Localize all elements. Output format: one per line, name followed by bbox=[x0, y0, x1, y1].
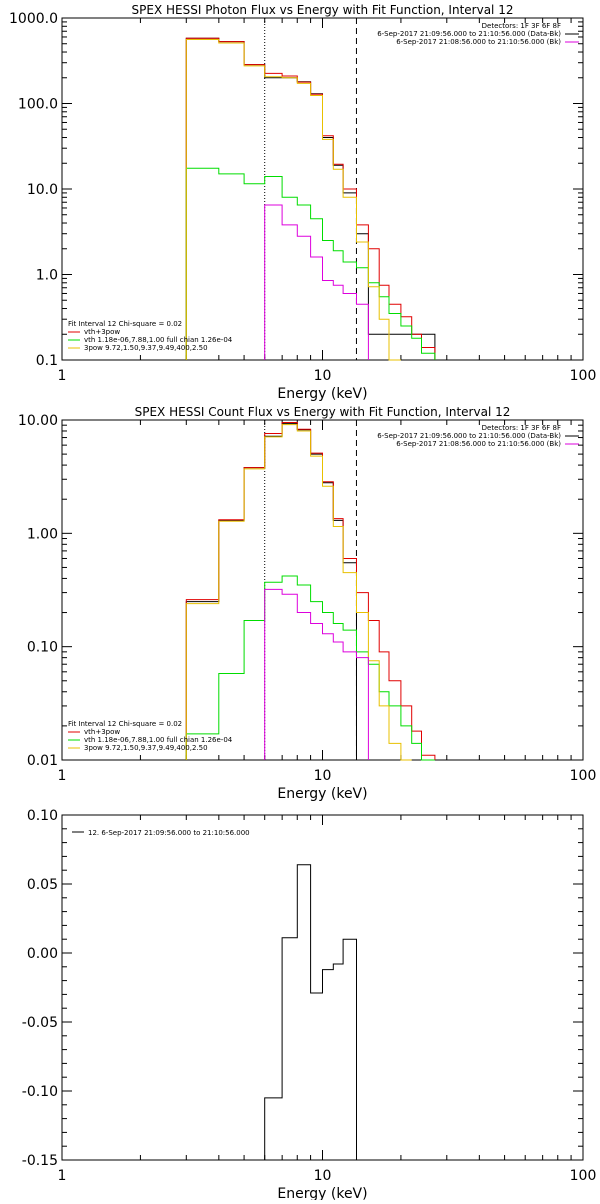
info-line: 6-Sep-2017 21:09:56.000 to 21:10:56.000 … bbox=[377, 432, 561, 440]
series-total-red bbox=[185, 37, 436, 360]
y-tick-label: 10.0 bbox=[27, 182, 58, 198]
y-tick-label: -0.05 bbox=[22, 1015, 58, 1031]
y-tick-label: 0.01 bbox=[27, 753, 58, 769]
info-line: 6-Sep-2017 21:09:56.000 to 21:10:56.000 … bbox=[377, 30, 561, 38]
y-tick-label: 0.1 bbox=[36, 353, 58, 369]
y-tick-label: 0.00 bbox=[27, 946, 58, 962]
info-line: Detectors: 1F 3F 6F 8F bbox=[482, 424, 561, 432]
plot-panel-3 bbox=[61, 814, 584, 1161]
x-tick-label: 100 bbox=[570, 368, 597, 384]
y-tick-label: 100.0 bbox=[18, 97, 58, 113]
series-component-magenta bbox=[264, 588, 369, 760]
x-axis-label: Energy (keV) bbox=[277, 1186, 367, 1200]
x-tick-label: 100 bbox=[570, 1168, 597, 1184]
series-component-orange bbox=[185, 424, 412, 761]
series-component-orange bbox=[185, 39, 401, 361]
chart-title: SPEX HESSI Photon Flux vs Energy with Fi… bbox=[132, 3, 514, 17]
plot-frame bbox=[61, 17, 584, 361]
legend-label: 3pow 9.72,1.50,9.37,9.49,400,2.50 bbox=[84, 744, 208, 752]
legend-label: vth+3pow bbox=[84, 728, 120, 736]
x-axis-label: Energy (keV) bbox=[277, 386, 367, 402]
y-tick-label: 0.10 bbox=[27, 640, 58, 656]
info-line: 6-Sep-2017 21:08:56.000 to 21:10:56.000 … bbox=[396, 440, 561, 448]
x-tick-label: 10 bbox=[314, 1168, 332, 1184]
legend-label: 3pow 9.72,1.50,9.37,9.49,400,2.50 bbox=[84, 344, 208, 352]
y-tick-label: 10.00 bbox=[18, 413, 58, 429]
series-component-magenta bbox=[264, 204, 369, 360]
series-total-red bbox=[185, 422, 436, 760]
y-tick-label: 1.0 bbox=[36, 268, 58, 284]
x-tick-label: 10 bbox=[314, 768, 332, 784]
info-line: Detectors: 1F 3F 6F 8F bbox=[482, 22, 561, 30]
x-tick-label: 1 bbox=[58, 768, 67, 784]
chart-title: SPEX HESSI Count Flux vs Energy with Fit… bbox=[135, 405, 511, 419]
legend-label: vth 1.18e-06,7.88,1.00 full chian 1.26e-… bbox=[84, 736, 233, 744]
x-axis-label: Energy (keV) bbox=[277, 786, 367, 802]
y-tick-label: -0.10 bbox=[22, 1084, 58, 1100]
x-tick-label: 10 bbox=[314, 368, 332, 384]
y-tick-label: 0.10 bbox=[27, 808, 58, 824]
series-component-green bbox=[185, 575, 435, 761]
x-tick-label: 1 bbox=[58, 1168, 67, 1184]
y-tick-label: 1000.0 bbox=[9, 11, 58, 27]
plot-panel-1 bbox=[61, 17, 584, 361]
legend-label: Fit Interval 12 Chi-square = 0.02 bbox=[68, 320, 182, 328]
legend-label: 12. 6-Sep-2017 21:09:56.000 to 21:10:56.… bbox=[88, 829, 250, 837]
series-component-green bbox=[185, 167, 436, 360]
x-tick-label: 1 bbox=[58, 368, 67, 384]
series-residuals-black bbox=[264, 864, 357, 1160]
y-tick-label: 1.00 bbox=[27, 526, 58, 542]
legend-label: vth+3pow bbox=[84, 328, 120, 336]
legend-label: vth 1.18e-06,7.88,1.00 full chian 1.26e-… bbox=[84, 336, 233, 344]
y-tick-label: 0.05 bbox=[27, 877, 58, 893]
legend-label: Fit Interval 12 Chi-square = 0.02 bbox=[68, 720, 182, 728]
plot-panel-2 bbox=[61, 419, 584, 761]
x-tick-label: 100 bbox=[570, 768, 597, 784]
info-line: 6-Sep-2017 21:08:56.000 to 21:10:56.000 … bbox=[396, 38, 561, 46]
y-tick-label: -0.15 bbox=[22, 1153, 58, 1169]
